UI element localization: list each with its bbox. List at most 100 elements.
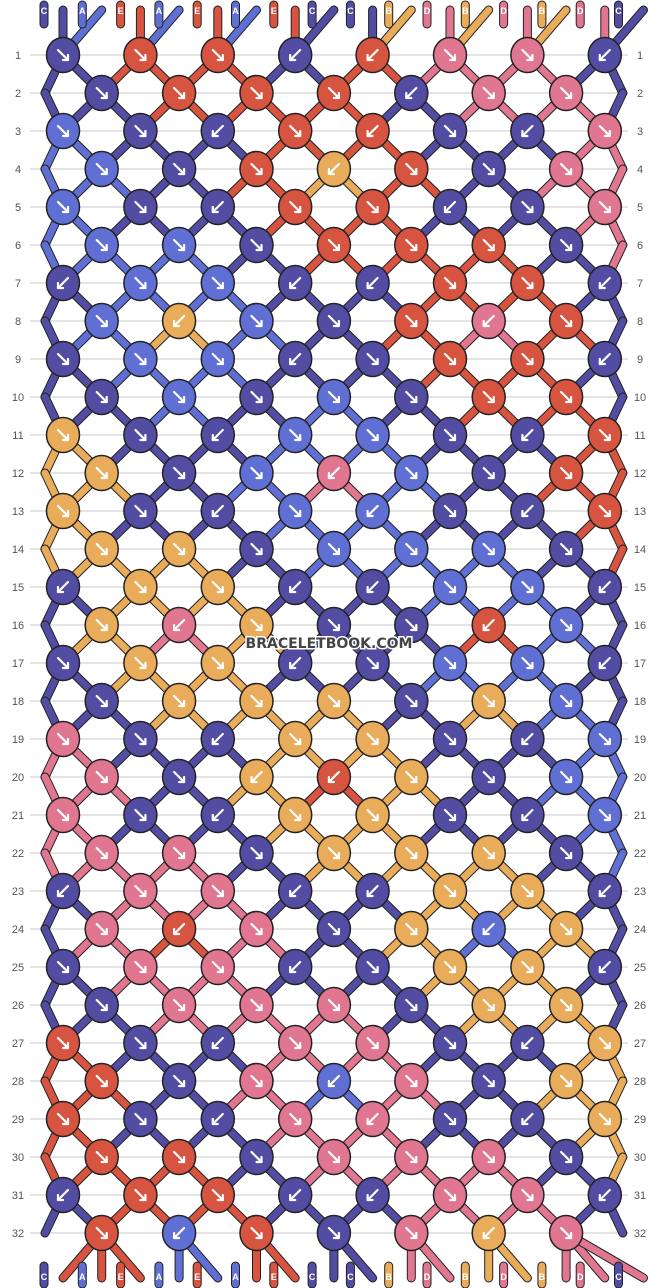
arrow-down-right-icon <box>559 314 573 328</box>
knot <box>432 644 468 682</box>
knot <box>587 948 623 986</box>
knot <box>161 530 197 568</box>
arrow-down-right-icon <box>405 542 418 556</box>
row-number-left: 8 <box>15 316 21 328</box>
knot <box>510 644 545 682</box>
arrow-down-left-icon <box>482 618 495 632</box>
arrow-down-right-icon <box>327 238 340 252</box>
knot <box>548 910 584 948</box>
knot <box>277 948 313 986</box>
arrow-down-right-icon <box>250 998 263 1012</box>
knot <box>45 568 81 606</box>
knot <box>277 492 313 530</box>
strand-label-top: A <box>156 6 163 16</box>
arrow-down-right-icon <box>559 922 573 936</box>
arrow-down-right-icon <box>405 314 418 328</box>
strand-label-top: C <box>615 6 622 16</box>
row-number-left: 14 <box>12 544 24 556</box>
arrow-down-right-icon <box>327 1226 340 1240</box>
knot <box>394 150 429 188</box>
knot <box>587 1100 623 1138</box>
row-number-left: 17 <box>12 658 24 670</box>
knot <box>432 872 468 910</box>
arrow-down-left-icon <box>366 48 379 62</box>
row-number-right: 20 <box>634 772 646 784</box>
arrow-down-right-icon <box>443 656 457 670</box>
knot <box>355 112 390 150</box>
knot <box>394 682 429 720</box>
knot <box>239 1062 274 1100</box>
knot <box>471 530 506 568</box>
arrow-down-left-icon <box>482 1226 495 1240</box>
knot <box>161 758 197 796</box>
strand-label-bottom: C <box>347 1272 354 1282</box>
arrow-down-right-icon <box>56 960 70 974</box>
arrow-down-right-icon <box>95 1074 108 1088</box>
arrow-down-right-icon <box>173 998 186 1012</box>
arrow-down-right-icon <box>405 162 418 176</box>
arrow-down-right-icon <box>327 1150 340 1164</box>
arrow-down-right-icon <box>95 618 108 632</box>
strand-label-bottom: E <box>118 1272 124 1282</box>
strand-label-bottom: C <box>615 1272 622 1282</box>
arrow-down-left-icon <box>289 1188 302 1202</box>
arrow-down-right-icon <box>250 922 263 936</box>
row-number-right: 6 <box>637 240 643 252</box>
arrow-down-right-icon <box>289 124 302 138</box>
knot <box>394 986 429 1024</box>
arrow-down-left-icon <box>521 808 534 822</box>
knot <box>45 1024 81 1062</box>
arrow-down-right-icon <box>289 428 302 442</box>
arrow-down-right-icon <box>559 1150 573 1164</box>
knot <box>587 416 623 454</box>
knot <box>84 454 119 492</box>
row-number-right: 22 <box>634 848 646 860</box>
arrow-down-left-icon <box>211 428 224 442</box>
knot <box>510 872 545 910</box>
arrow-down-right-icon <box>521 656 534 670</box>
row-number-right: 16 <box>634 620 646 632</box>
arrow-down-right-icon <box>559 86 573 100</box>
strand-label-top: C <box>347 6 354 16</box>
arrow-down-right-icon <box>289 504 302 518</box>
row-number-left: 13 <box>12 506 24 518</box>
knot <box>45 492 81 530</box>
knot <box>200 1100 236 1138</box>
knot <box>45 112 81 150</box>
arrow-down-right-icon <box>443 1188 457 1202</box>
knot <box>161 1214 197 1252</box>
knot <box>355 416 390 454</box>
knot <box>84 530 119 568</box>
arrow-down-right-icon <box>95 542 108 556</box>
arrow-down-right-icon <box>56 504 70 518</box>
knot <box>394 834 429 872</box>
knot <box>394 606 429 644</box>
arrow-down-right-icon <box>173 162 186 176</box>
knot <box>277 416 313 454</box>
row-number-left: 10 <box>12 392 24 404</box>
arrow-down-right-icon <box>95 390 108 404</box>
knot <box>123 1176 158 1214</box>
knot <box>45 264 81 302</box>
knot <box>432 188 468 226</box>
arrow-down-right-icon <box>56 1036 70 1050</box>
knot <box>161 74 197 112</box>
arrow-down-right-icon <box>443 732 457 746</box>
arrow-down-left-icon <box>366 124 379 138</box>
knot <box>510 796 545 834</box>
knot <box>510 264 545 302</box>
knot <box>587 492 623 530</box>
arrow-down-left-icon <box>211 1112 224 1126</box>
knot <box>239 302 274 340</box>
arrow-down-right-icon <box>559 542 573 556</box>
arrow-down-right-icon <box>173 390 186 404</box>
arrow-down-left-icon <box>598 48 611 62</box>
row-number-right: 9 <box>637 354 643 366</box>
row-number-right: 29 <box>634 1114 646 1126</box>
arrow-down-right-icon <box>250 542 263 556</box>
knot <box>587 1176 623 1214</box>
knot <box>161 1138 197 1176</box>
knot <box>45 188 81 226</box>
knot <box>587 188 623 226</box>
row-number-left: 5 <box>15 202 21 214</box>
